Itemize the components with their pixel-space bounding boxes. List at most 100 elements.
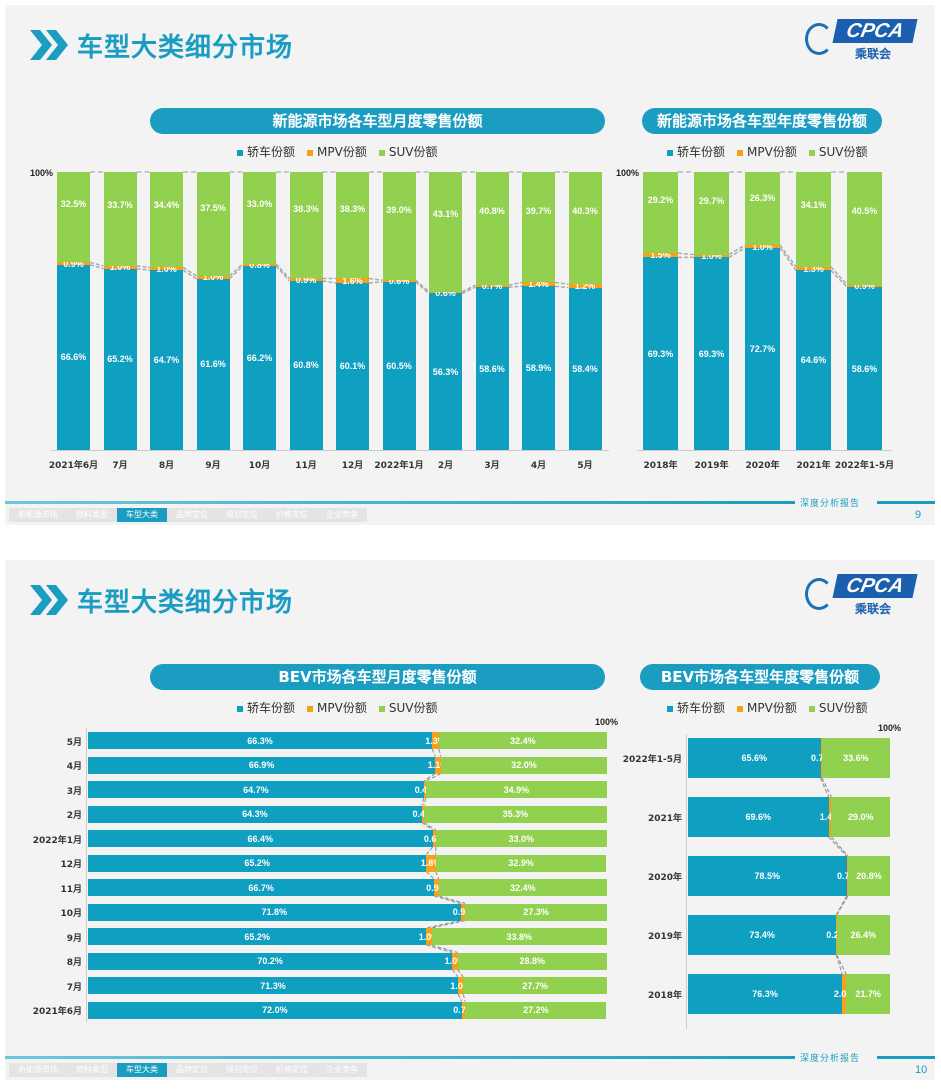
legend-label-mpv: MPV份额 <box>747 701 797 715</box>
y-max-label: 100% <box>616 168 640 178</box>
mpv-segment <box>796 266 831 271</box>
footer-nav-item[interactable]: 品牌定位 <box>176 510 208 519</box>
category-label: 9月 <box>205 461 221 471</box>
footer-nav-item[interactable]: 价格定位 <box>276 1065 308 1074</box>
sedan-segment <box>88 805 422 823</box>
category-label: 2022年1月 <box>32 835 82 846</box>
footer-nav-item[interactable]: 级别定位 <box>226 1065 258 1074</box>
legend-item-suv: SUV份额 <box>808 699 867 716</box>
legend-label-sedan: 轿车份额 <box>677 701 726 715</box>
sedan-segment <box>88 903 461 921</box>
connector-line <box>423 821 437 831</box>
connector-line <box>368 277 383 281</box>
sedan-segment <box>688 915 837 955</box>
connector-line <box>89 264 104 270</box>
category-label: 7月 <box>66 982 82 993</box>
data-label: 64.7% <box>153 355 180 366</box>
sedan-segment <box>150 270 183 450</box>
footer-nav-item[interactable]: 燃料类型 <box>76 1065 108 1074</box>
sedan-segment <box>88 732 433 749</box>
legend-bev-monthly: 轿车份额 MPV份额 SUV份额 <box>237 699 437 716</box>
data-label: 27.3% <box>523 907 549 917</box>
sedan-segment <box>88 781 424 798</box>
mpv-segment <box>461 1001 466 1019</box>
connector-line <box>457 993 463 1002</box>
data-label: 1.0% <box>701 250 722 261</box>
sedan-segment <box>196 278 230 450</box>
footer-nav-item[interactable]: 企业竞争 <box>326 510 358 519</box>
category-label: 2月 <box>66 811 82 821</box>
data-label: 66.3% <box>247 735 273 746</box>
footer-nav-item[interactable]: 新能源市场 <box>18 510 58 519</box>
connector-line <box>508 285 523 288</box>
double-chevron-icon <box>30 30 68 60</box>
footer-nav-item[interactable]: 燃料类型 <box>76 510 108 519</box>
category-label: 2018年 <box>647 991 682 1001</box>
connector-line <box>554 281 569 286</box>
mpv-segment <box>820 738 822 778</box>
footer-divider <box>5 501 795 504</box>
legend-annual: 轿车份额 MPV份额 SUV份额 <box>667 143 867 160</box>
footer-nav-item[interactable]: 企业竞争 <box>326 1065 358 1074</box>
mpv-segment <box>643 253 678 258</box>
footer-nav-item[interactable]: 品牌定位 <box>176 1065 208 1074</box>
slide-9: 车型大类细分市场 CPCA 乘联会 新能源市场各车型月度零售份额 新能源市场各车型… <box>5 5 935 525</box>
data-label: 1.3% <box>803 263 824 274</box>
legend-item-suv: SUV份额 <box>378 699 437 716</box>
data-label: 72.7% <box>749 343 776 354</box>
mpv-segment <box>847 284 882 288</box>
data-label: 1.3% <box>425 735 446 746</box>
category-label: 2月 <box>437 461 454 471</box>
data-label: 0.7% <box>453 1005 474 1015</box>
category-label: 2022年1-5月 <box>834 461 895 471</box>
data-label: 34.1% <box>800 200 827 211</box>
suv-segment <box>465 1001 607 1019</box>
connector-line <box>228 263 244 277</box>
sedan-segment <box>745 247 780 450</box>
mpv-segment <box>382 280 416 282</box>
data-label: 0.9% <box>295 274 317 285</box>
sedan-segment <box>103 268 137 450</box>
sedan-segment <box>694 257 729 450</box>
footer-nav-item[interactable]: 新能源市场 <box>18 1065 58 1074</box>
legend-label-mpv: MPV份额 <box>747 145 797 159</box>
data-label: 27.7% <box>522 980 548 991</box>
connector-line <box>779 247 797 271</box>
data-label: 73.4% <box>749 930 775 940</box>
suv-segment <box>465 903 607 921</box>
suv-segment <box>289 172 323 279</box>
connector-line <box>830 266 848 286</box>
connector-line <box>821 777 832 798</box>
category-label: 2021年 <box>796 461 831 471</box>
connector-line <box>89 261 104 267</box>
footer-nav-item[interactable]: 车型大类 <box>117 508 167 522</box>
legend-label-sedan: 轿车份额 <box>247 145 296 159</box>
connector-line <box>368 281 383 284</box>
data-label: 20.8% <box>856 871 882 881</box>
data-label: 40.5% <box>851 206 878 217</box>
sedan-segment <box>88 879 435 896</box>
connector-line <box>136 265 151 269</box>
category-label: 2020年 <box>745 461 780 471</box>
legend-swatch-sedan <box>667 149 673 156</box>
mpv-segment <box>568 284 602 288</box>
double-chevron-icon <box>30 585 68 615</box>
suv-segment <box>438 732 607 749</box>
legend-label-suv: SUV份额 <box>818 145 868 159</box>
category-label: 9月 <box>66 933 82 944</box>
footer-nav-item[interactable]: 车型大类 <box>117 1063 167 1077</box>
footer-nav-item[interactable]: 级别定位 <box>226 510 258 519</box>
suv-segment <box>423 805 607 823</box>
footer-nav-item[interactable]: 价格定位 <box>276 510 308 519</box>
mpv-segment <box>452 952 458 970</box>
data-label: 38.3% <box>339 204 366 215</box>
connector-line <box>554 285 569 289</box>
y-max-label: 100% <box>30 168 54 178</box>
data-label: 71.3% <box>260 980 286 991</box>
connector-line <box>426 944 453 954</box>
category-label: 2021年6月 <box>48 461 99 471</box>
connector-line <box>462 993 466 1002</box>
suv-segment <box>846 974 890 1014</box>
data-label: 33.0% <box>508 833 535 844</box>
data-label: 0.9% <box>426 882 447 893</box>
